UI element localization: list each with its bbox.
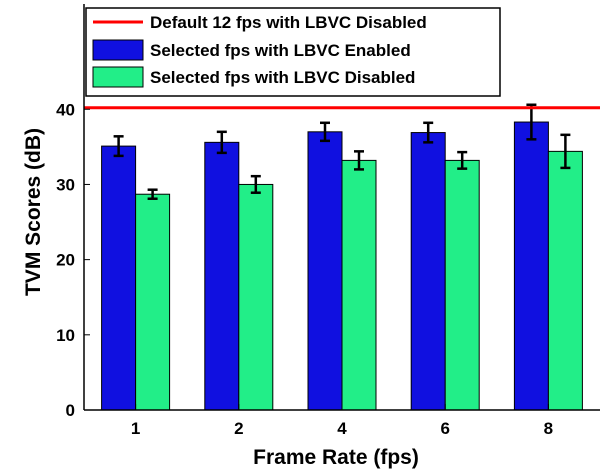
y-tick-label-30: 30 — [56, 175, 75, 194]
y-tick-label-0: 0 — [66, 401, 75, 420]
legend-label-series-1: Selected fps with LBVC Enabled — [150, 41, 411, 60]
ticks-layer: 1 2 4 6 8 0 10 20 30 40 — [56, 100, 553, 438]
x-axis-title: Frame Rate (fps) — [253, 446, 419, 469]
bar-series-1-cat-8 — [513, 121, 549, 411]
bars-layer — [101, 121, 583, 411]
legend-label-series-2: Selected fps with LBVC Disabled — [150, 68, 415, 87]
bar-series-2-cat-6 — [444, 159, 480, 411]
legend-label-reference: Default 12 fps with LBVC Disabled — [150, 13, 427, 32]
x-tick-label-4: 4 — [337, 419, 347, 438]
y-axis-title: TVM Scores (dB) — [22, 128, 45, 296]
x-tick-label-8: 8 — [544, 419, 553, 438]
x-tick-label-2: 2 — [234, 419, 243, 438]
bar-series-1-cat-6 — [410, 132, 446, 411]
legend-swatch-series-2 — [92, 66, 144, 88]
error-bars-layer — [113, 103, 571, 200]
x-tick-label-1: 1 — [131, 419, 140, 438]
bar-series-2-cat-8 — [547, 150, 583, 411]
legend-swatch-series-1 — [92, 39, 144, 61]
legend: Default 12 fps with LBVC Disabled Select… — [85, 7, 501, 97]
y-tick-label-20: 20 — [56, 251, 75, 270]
y-tick-label-40: 40 — [56, 100, 75, 119]
y-tick-label-10: 10 — [56, 326, 75, 345]
bar-series-1-cat-2 — [204, 141, 240, 411]
bar-series-2-cat-2 — [238, 183, 274, 411]
bar-series-1-cat-1 — [101, 145, 137, 411]
bar-series-2-cat-4 — [341, 159, 377, 411]
bar-series-2-cat-1 — [135, 193, 171, 411]
legend-box — [85, 7, 501, 97]
x-tick-label-6: 6 — [440, 419, 449, 438]
bar-series-1-cat-4 — [307, 131, 343, 411]
